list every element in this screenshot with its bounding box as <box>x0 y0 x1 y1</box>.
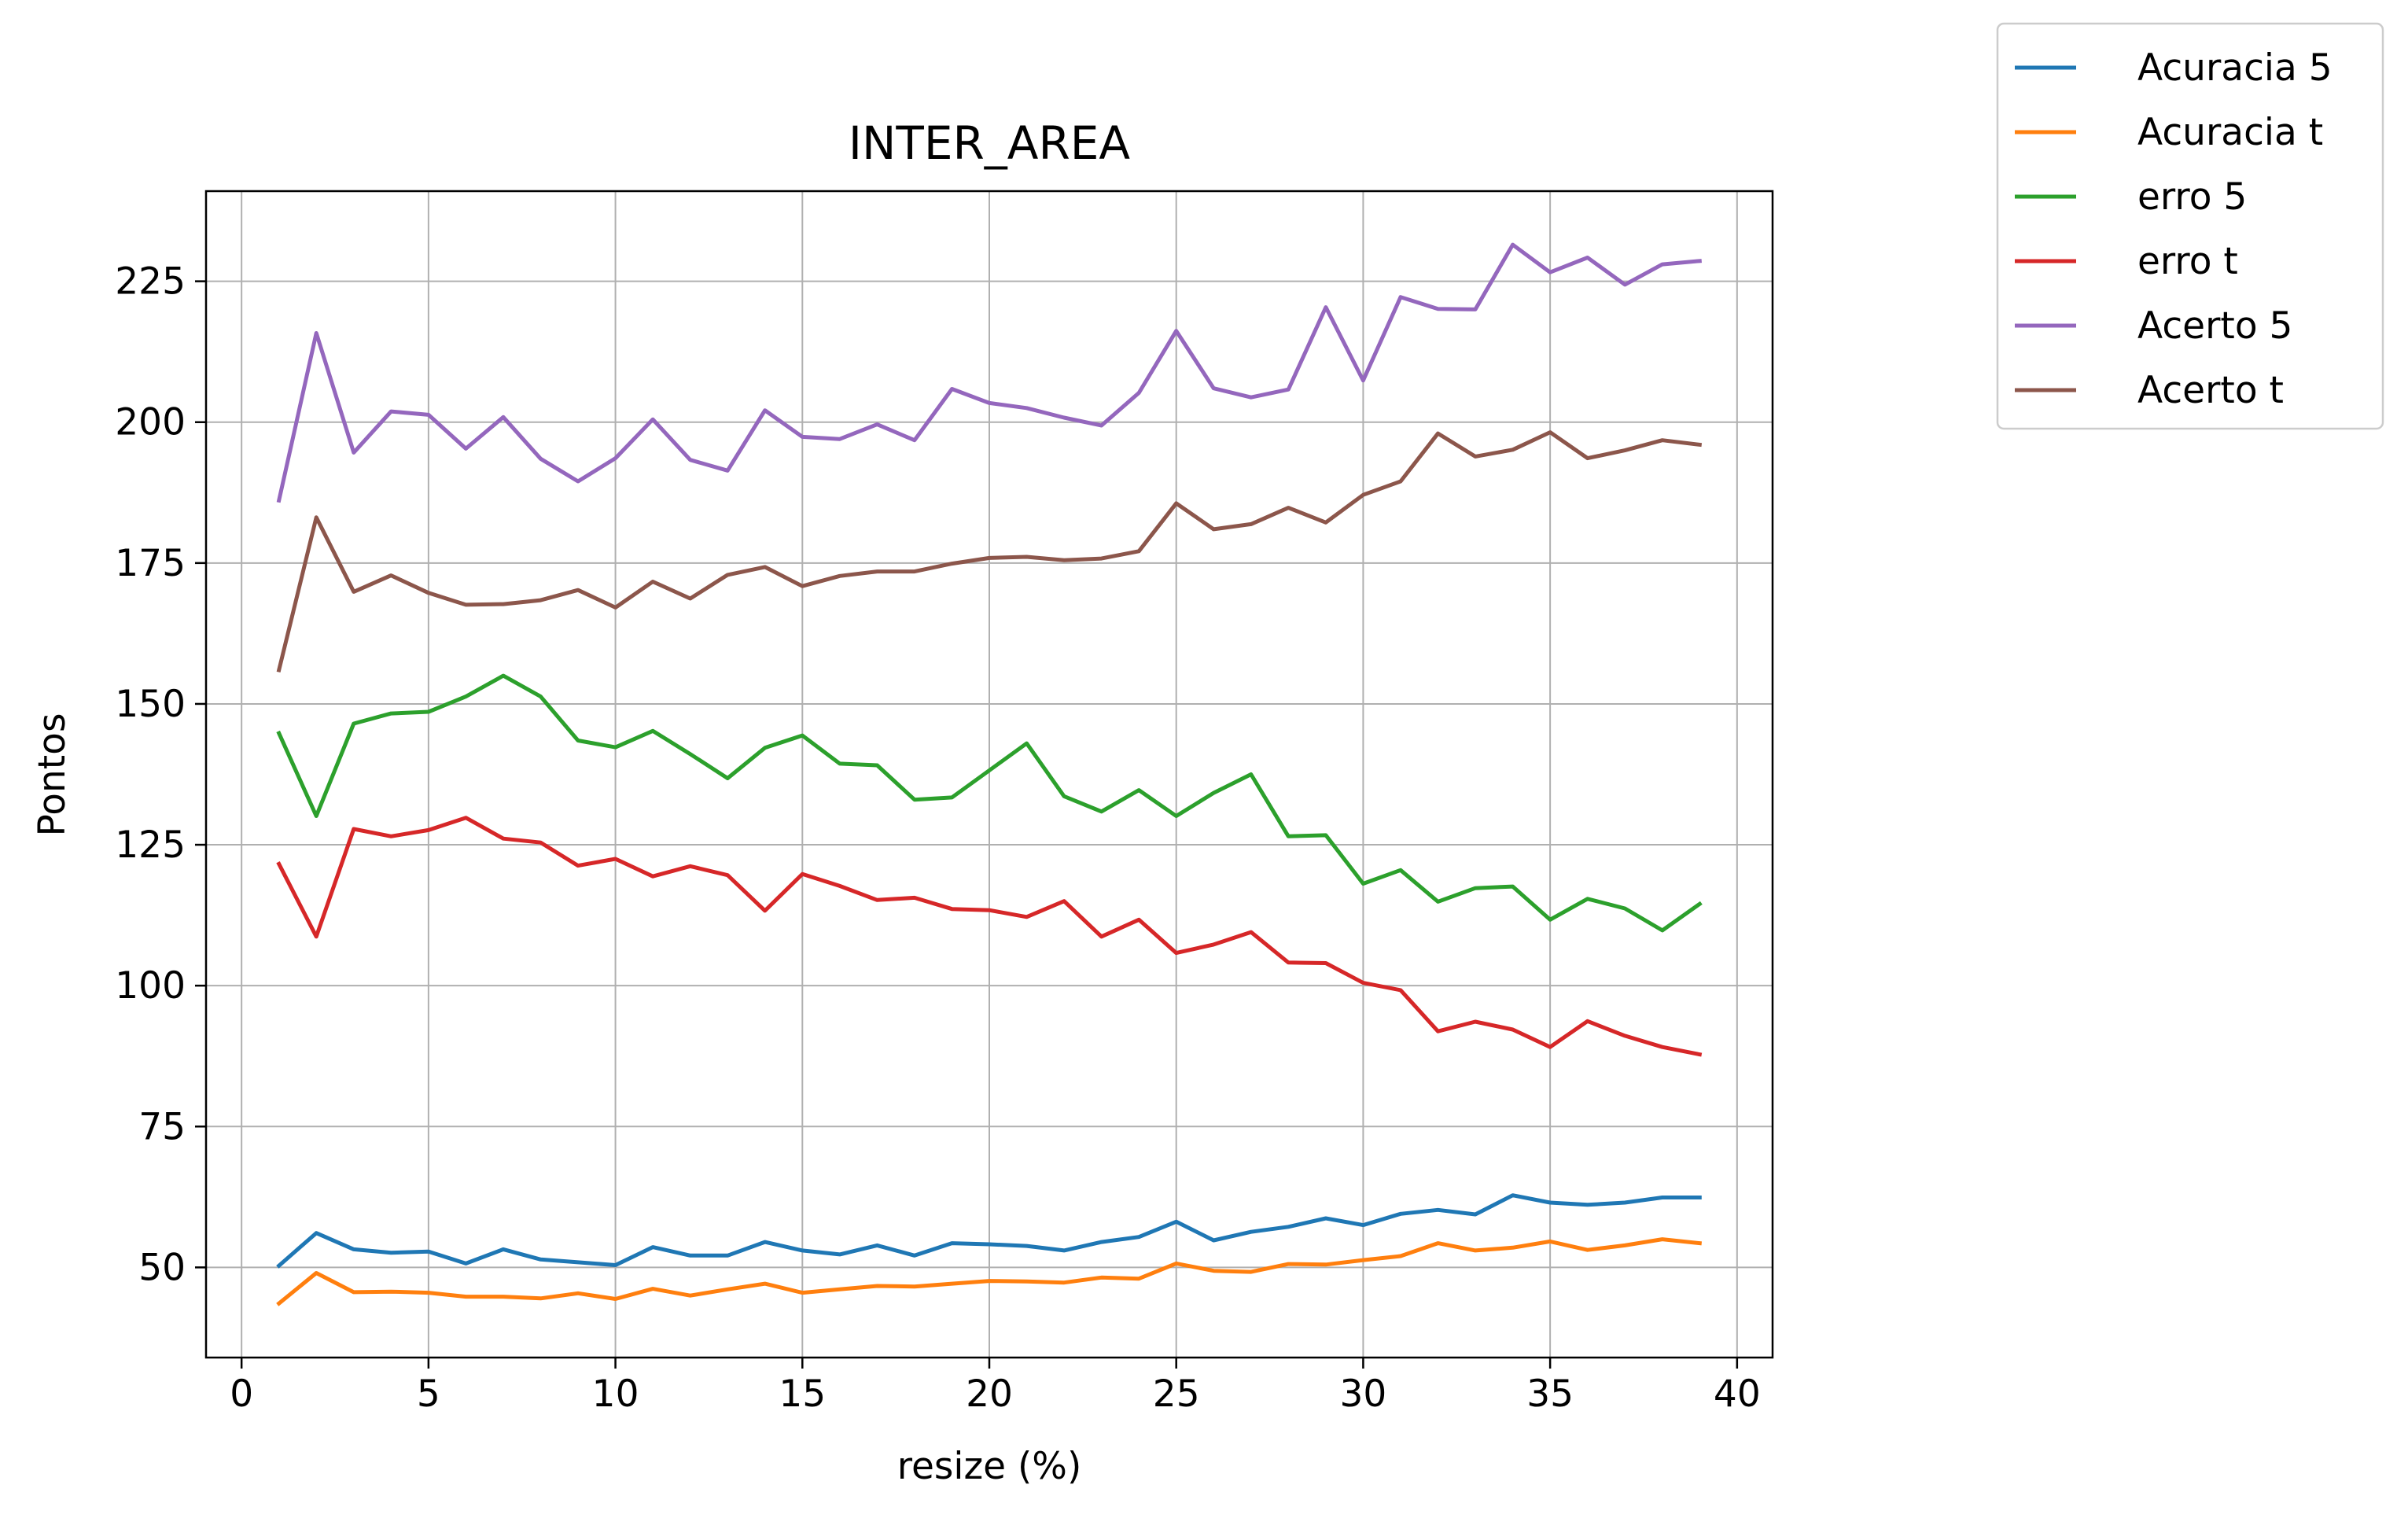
x-tick-label: 0 <box>230 1372 253 1416</box>
legend-label: Acuracia t <box>2137 111 2323 154</box>
legend-label: erro 5 <box>2137 175 2247 219</box>
series-line-1 <box>276 1193 1702 1269</box>
series-line-4 <box>276 816 1703 1057</box>
legend: Acuracia 5 Acuracia t erro 5 erro t Acerto 5… <box>1996 22 2384 430</box>
x-tick-label: 40 <box>1714 1372 1761 1416</box>
x-tick-label: 15 <box>779 1372 826 1416</box>
legend-label: erro t <box>2137 240 2238 283</box>
series-line-2 <box>276 1237 1703 1306</box>
chart-title: INTER_AREA <box>849 116 1130 170</box>
x-tick-label: 25 <box>1153 1372 1200 1416</box>
x-tick-label: 20 <box>966 1372 1013 1416</box>
grid <box>206 191 1773 1358</box>
x-tick-label: 5 <box>417 1372 440 1416</box>
x-axis-label: resize (%) <box>897 1445 1082 1488</box>
axis-ticks: 0 5 10 15 20 25 30 35 40 50 75 100 125 150 175 200 225 <box>115 260 1760 1416</box>
series-line-3 <box>276 673 1703 933</box>
legend-label: Acerto t <box>2137 369 2284 412</box>
series-lines <box>276 242 1703 1306</box>
y-tick-label: 75 <box>138 1105 186 1148</box>
y-axis-label: Pontos <box>31 713 74 837</box>
legend-label: Acuracia 5 <box>2137 46 2333 90</box>
y-tick-label: 175 <box>115 542 186 585</box>
y-tick-label: 125 <box>115 823 186 867</box>
y-tick-label: 200 <box>115 401 186 444</box>
x-tick-label: 10 <box>592 1372 639 1416</box>
y-tick-label: 50 <box>138 1246 186 1289</box>
x-tick-label: 30 <box>1340 1372 1387 1416</box>
y-tick-label: 150 <box>115 683 186 726</box>
series-line-6 <box>276 430 1703 673</box>
y-tick-label: 100 <box>115 964 186 1008</box>
x-tick-label: 35 <box>1526 1372 1574 1416</box>
series-line-5 <box>276 242 1703 503</box>
legend-box <box>1996 22 2384 430</box>
legend-label: Acerto 5 <box>2137 304 2292 348</box>
y-tick-label: 225 <box>115 260 186 304</box>
